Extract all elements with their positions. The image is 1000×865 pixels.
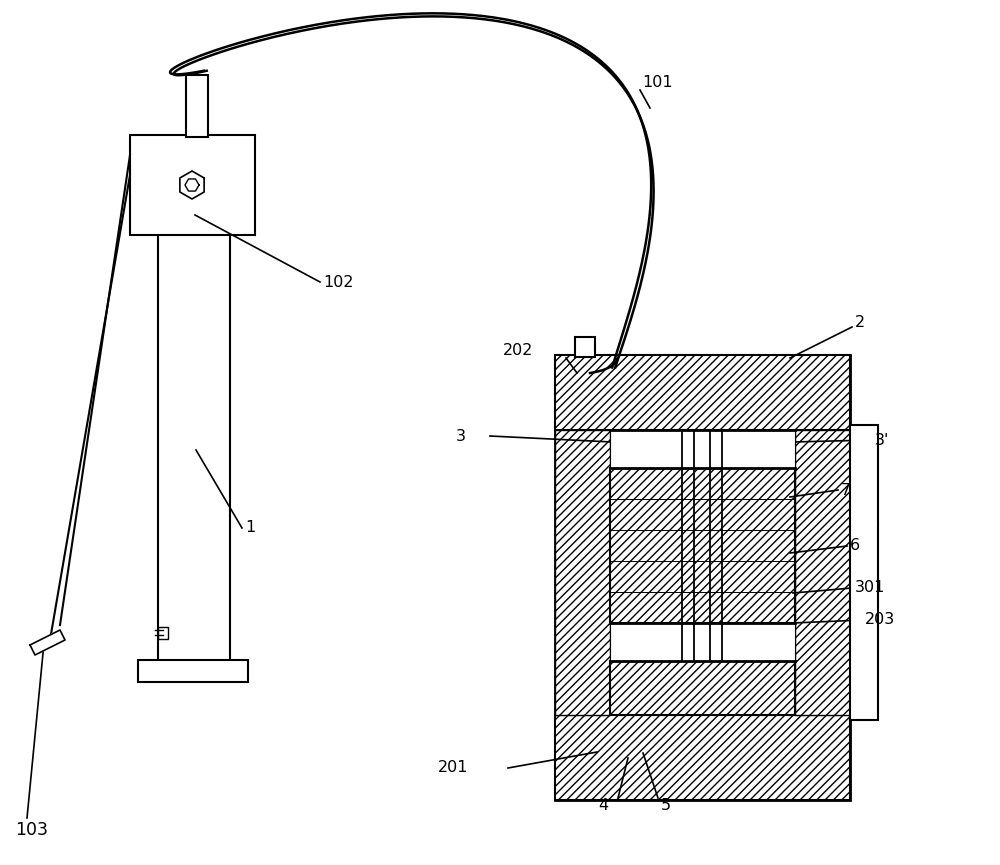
Bar — [610, 430, 795, 468]
Bar — [138, 660, 248, 682]
Bar — [158, 155, 230, 665]
Text: 203: 203 — [865, 612, 895, 627]
Polygon shape — [185, 179, 199, 191]
Text: 4: 4 — [598, 798, 608, 813]
Bar — [575, 337, 595, 357]
Text: 3': 3' — [875, 432, 889, 447]
Text: 101: 101 — [642, 74, 673, 89]
Bar — [795, 430, 850, 715]
Bar — [158, 627, 168, 639]
Text: 7: 7 — [841, 483, 851, 497]
Text: 301: 301 — [855, 580, 885, 595]
Bar — [555, 715, 850, 800]
Text: 2: 2 — [855, 315, 865, 330]
Text: 1: 1 — [245, 521, 255, 535]
Bar — [555, 355, 850, 800]
Bar — [130, 135, 255, 235]
Text: 202: 202 — [503, 343, 533, 357]
Text: 201: 201 — [438, 760, 468, 776]
Text: 6: 6 — [850, 539, 860, 554]
Text: 3: 3 — [456, 428, 466, 444]
Text: 103: 103 — [15, 821, 48, 839]
Bar — [610, 623, 795, 661]
Bar — [555, 430, 610, 715]
Bar — [610, 468, 795, 623]
Bar — [555, 355, 850, 430]
Text: 5: 5 — [661, 798, 671, 813]
Text: 102: 102 — [323, 274, 354, 290]
Bar — [850, 425, 878, 720]
Polygon shape — [30, 630, 65, 655]
Bar — [186, 75, 208, 137]
Bar — [610, 661, 795, 715]
